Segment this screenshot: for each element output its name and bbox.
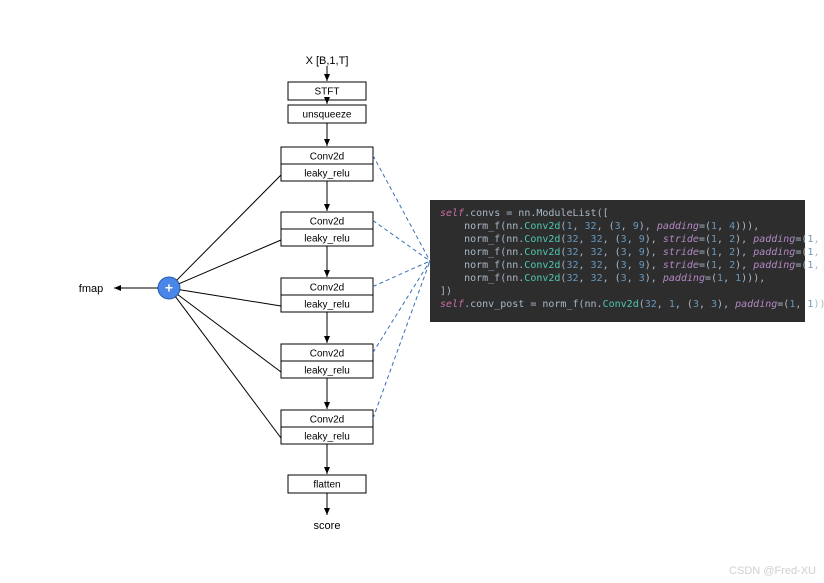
output-label: score (314, 520, 341, 532)
code-line-1: norm_f(nn.Conv2d(1, 32, (3, 9), padding=… (440, 221, 759, 232)
dash-conv5 (373, 261, 430, 419)
fmap-line-conv1 (177, 175, 281, 280)
box-label-flatten: flatten (313, 480, 340, 491)
box-label-unsqueeze: unsqueeze (303, 110, 352, 121)
box-top-conv2: Conv2d (310, 217, 344, 228)
watermark: CSDN @Fred-XU (729, 565, 816, 577)
fmap-label: fmap (79, 283, 103, 295)
code-line-6: ]) (440, 286, 452, 297)
code-line-0: self.convs = nn.ModuleList([ (440, 208, 609, 219)
code-line-7: self.conv_post = norm_f(nn.Conv2d(32, 1,… (440, 299, 824, 310)
input-label: X [B,1,T] (306, 55, 349, 67)
plus-glyph: + (165, 280, 173, 296)
fmap-line-conv3 (180, 290, 281, 306)
box-bot-conv4: leaky_relu (304, 366, 350, 377)
dash-conv3 (373, 261, 430, 287)
fmap-line-conv5 (176, 297, 281, 438)
dash-conv1 (373, 156, 430, 262)
fmap-line-conv4 (178, 295, 281, 372)
box-bot-conv2: leaky_relu (304, 234, 350, 245)
box-top-conv3: Conv2d (310, 283, 344, 294)
box-top-conv1: Conv2d (310, 152, 344, 163)
box-top-conv5: Conv2d (310, 415, 344, 426)
code-line-5: norm_f(nn.Conv2d(32, 32, (3, 3), padding… (440, 273, 765, 284)
box-bot-conv1: leaky_relu (304, 169, 350, 180)
box-label-stft: STFT (315, 87, 340, 98)
box-top-conv4: Conv2d (310, 349, 344, 360)
code-line-3: norm_f(nn.Conv2d(32, 32, (3, 9), stride=… (440, 247, 824, 258)
box-bot-conv5: leaky_relu (304, 432, 350, 443)
diagram-canvas: X [B,1,T] STFT unsqueeze Conv2d leaky_relu Co… (0, 0, 824, 583)
dash-conv2 (373, 221, 430, 262)
box-bot-conv3: leaky_relu (304, 300, 350, 311)
code-line-4: norm_f(nn.Conv2d(32, 32, (3, 9), stride=… (440, 260, 824, 271)
code-line-2: norm_f(nn.Conv2d(32, 32, (3, 9), stride=… (440, 234, 824, 245)
